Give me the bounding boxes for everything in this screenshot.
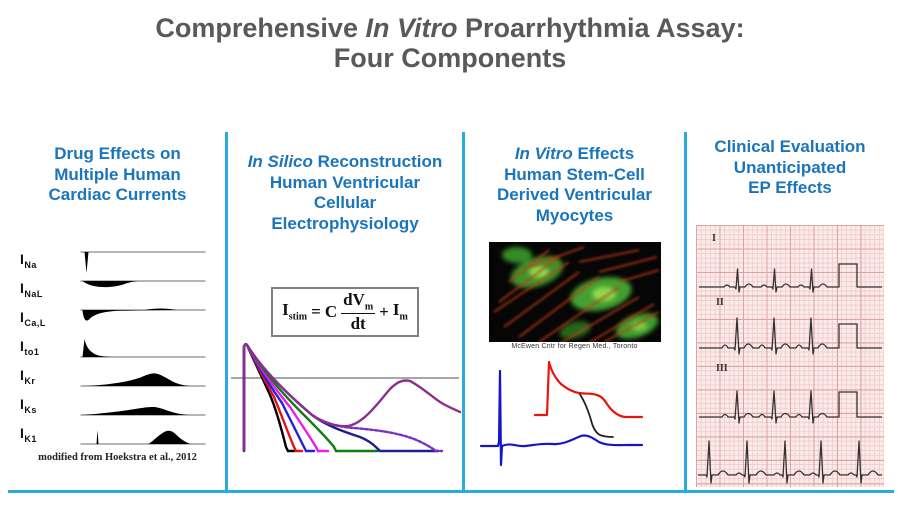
current-row-iks: IKs <box>20 391 225 420</box>
panel3-header-line1: In Vitro Effects <box>514 144 635 163</box>
panel2-header-line1: In Silico Reconstruction <box>247 152 443 171</box>
eq-numerator: dVm <box>341 289 376 315</box>
myocyte-trace-blue <box>479 369 643 467</box>
panel2-header: In Silico Reconstruction Human Ventricul… <box>228 152 462 235</box>
panel-insilico-reconstruction: In Silico Reconstruction Human Ventricul… <box>228 132 465 490</box>
panel1-header-line3: Cardiac Currents <box>48 185 187 205</box>
panel4-header: Clinical Evaluation Unanticipated EP Eff… <box>687 137 893 199</box>
panel3-header-line3: Derived Ventricular <box>497 185 652 205</box>
four-components-row: Drug Effects on Multiple Human Cardiac C… <box>10 132 894 490</box>
ecg-trace-row4 <box>698 440 882 484</box>
ecg-lead-label-2: II <box>716 297 724 308</box>
current-label-ito1: Ito1 <box>20 338 40 358</box>
current-trace-iks <box>80 407 206 416</box>
panel1-header-line1: Drug Effects on <box>54 144 181 163</box>
ecg-trace-lead3 <box>699 390 882 424</box>
eq-derivative-fraction: dVm dt <box>341 289 376 334</box>
panel1-header-line2: Multiple Human <box>54 164 181 184</box>
current-row-ito1: Ito1 <box>20 333 225 362</box>
micrograph-image <box>488 241 661 342</box>
title-prefix: Comprehensive <box>155 13 366 43</box>
ecg-lead-label-1: I <box>712 233 716 244</box>
myocyte-recording-figure <box>479 360 643 467</box>
panel2-header-line4: Electrophysiology <box>271 214 419 234</box>
myocyte-trace-black <box>577 392 614 438</box>
ecg-trace-lead2 <box>699 317 882 355</box>
eq-denominator: dt <box>350 314 366 334</box>
panel4-header-line2: Unanticipated <box>733 157 847 177</box>
slide-title-line2: Four Components <box>333 43 567 74</box>
myocyte-trace-red <box>533 360 643 419</box>
eq-rhs: Im <box>392 300 408 323</box>
current-label-ical: ICa,L <box>20 309 46 329</box>
current-trace-inal <box>80 280 206 288</box>
current-trace-ik1 <box>80 430 206 445</box>
fluorescence-micrograph: McEwen Cntr for Regen Med., Toronto <box>488 241 661 350</box>
action-potential-simulation-figure <box>231 343 462 453</box>
panel4-header-line3: EP Effects <box>748 178 832 198</box>
ecg-trace-lead1 <box>699 263 882 293</box>
current-label-inal: INaL <box>20 280 43 300</box>
panel1-source-caption: modified from Hoekstra et al., 2012 <box>38 452 197 464</box>
title-suffix: Proarrhythmia Assay: <box>457 13 745 43</box>
panel3-header: In Vitro Effects Human Stem-Cell Derived… <box>465 144 684 227</box>
ecg-strip: I II III <box>696 225 884 488</box>
current-trace-ical <box>80 308 206 321</box>
panel-cardiac-currents: Drug Effects on Multiple Human Cardiac C… <box>10 132 228 490</box>
equation-wrapper: Istim = C dVm dt + Im <box>228 286 462 338</box>
ion-current-figure: INa INaL ICa,L <box>10 246 225 449</box>
slide-title: Comprehensive In Vitro Proarrhythmia Ass… <box>0 13 900 73</box>
eq-capacitance: C <box>324 301 338 321</box>
current-row-ikr: IKr <box>20 362 225 391</box>
ecg-lead-label-3: III <box>716 363 728 374</box>
current-label-iks: IKs <box>20 396 37 416</box>
current-label-ina: INa <box>20 251 37 271</box>
panel4-header-line1: Clinical Evaluation <box>714 137 866 156</box>
current-row-ik1: IK1 <box>20 420 225 449</box>
current-label-ikr: IKr <box>20 367 36 387</box>
bottom-accent-line <box>8 490 894 493</box>
panel1-header: Drug Effects on Multiple Human Cardiac C… <box>10 144 225 206</box>
stimulus-equation: Istim = C dVm dt + Im <box>271 286 419 338</box>
current-trace-ina <box>80 251 206 274</box>
panel2-header-line3: Cellular <box>313 193 377 213</box>
current-row-ina: INa <box>20 246 225 275</box>
panel-invitro-myocytes: In Vitro Effects Human Stem-Cell Derived… <box>465 132 687 490</box>
eq-lhs: Istim <box>282 300 308 323</box>
eq-equals: = <box>311 301 321 321</box>
micrograph-caption: McEwen Cntr for Regen Med., Toronto <box>511 342 638 350</box>
ap-trace-ead-purple <box>242 343 462 453</box>
panel-clinical-evaluation: Clinical Evaluation Unanticipated EP Eff… <box>687 132 893 490</box>
eq-plus: + <box>379 301 389 321</box>
panel3-header-line2: Human Stem-Cell <box>504 164 645 184</box>
title-italic: In Vitro <box>365 13 458 43</box>
ap-trace-blue <box>242 343 316 453</box>
current-trace-ito1 <box>80 339 206 358</box>
current-row-inal: INaL <box>20 275 225 304</box>
ecg-traces: I II III <box>698 233 882 484</box>
panel2-header-line2: Human Ventricular <box>269 172 421 192</box>
slide-title-line1: Comprehensive In Vitro Proarrhythmia Ass… <box>0 13 900 43</box>
panel3-header-line4: Myocytes <box>535 206 614 226</box>
current-trace-ikr <box>80 373 206 387</box>
current-row-ical: ICa,L <box>20 304 225 333</box>
ap-trace-green <box>242 343 380 453</box>
current-label-ik1: IK1 <box>20 425 37 445</box>
